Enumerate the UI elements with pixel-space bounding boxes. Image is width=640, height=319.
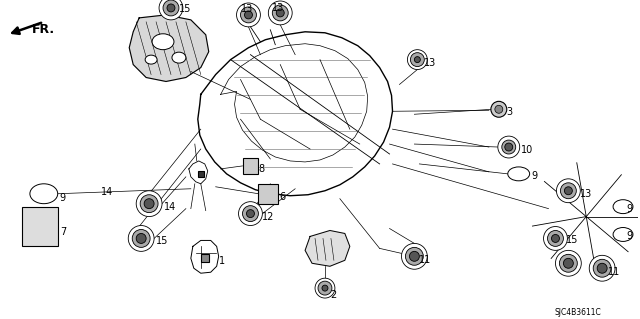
Circle shape (495, 105, 503, 113)
Text: 3: 3 (507, 107, 513, 117)
FancyBboxPatch shape (259, 184, 278, 204)
Circle shape (410, 251, 419, 261)
Circle shape (559, 254, 577, 272)
Circle shape (505, 143, 513, 151)
Text: 7: 7 (60, 226, 66, 236)
Circle shape (272, 5, 288, 21)
FancyBboxPatch shape (201, 254, 209, 262)
Ellipse shape (30, 184, 58, 204)
Text: 15: 15 (179, 4, 191, 14)
Circle shape (276, 9, 284, 17)
Circle shape (246, 210, 255, 218)
Circle shape (244, 11, 252, 19)
Text: 11: 11 (608, 267, 620, 277)
Circle shape (322, 285, 328, 291)
Circle shape (268, 1, 292, 25)
Text: 15: 15 (156, 236, 168, 247)
Ellipse shape (613, 227, 633, 241)
Circle shape (597, 263, 607, 273)
Text: 2: 2 (330, 290, 336, 300)
Polygon shape (129, 15, 209, 81)
Circle shape (243, 206, 259, 222)
Text: 13: 13 (272, 3, 285, 13)
Circle shape (556, 250, 581, 276)
FancyBboxPatch shape (198, 171, 204, 177)
Text: FR.: FR. (32, 23, 55, 36)
Circle shape (239, 202, 262, 226)
Circle shape (132, 229, 150, 247)
Text: 13: 13 (424, 58, 436, 68)
Text: 9: 9 (626, 204, 632, 214)
Circle shape (241, 7, 257, 23)
Circle shape (159, 0, 183, 20)
Text: 14: 14 (101, 187, 114, 197)
Text: 13: 13 (580, 189, 593, 199)
Circle shape (564, 187, 572, 195)
Text: SJC4B3611C: SJC4B3611C (554, 308, 601, 317)
Circle shape (140, 195, 158, 212)
Text: 14: 14 (164, 202, 176, 212)
Text: 9: 9 (60, 193, 66, 203)
Circle shape (410, 53, 424, 67)
Circle shape (315, 278, 335, 298)
Circle shape (318, 281, 332, 295)
Circle shape (543, 226, 568, 250)
FancyBboxPatch shape (22, 207, 58, 246)
Ellipse shape (508, 167, 530, 181)
Circle shape (128, 226, 154, 251)
Circle shape (136, 234, 146, 243)
Circle shape (498, 136, 520, 158)
Polygon shape (305, 231, 350, 266)
Ellipse shape (172, 52, 186, 63)
Circle shape (163, 0, 179, 16)
Circle shape (556, 179, 580, 203)
Circle shape (167, 4, 175, 12)
Circle shape (237, 3, 260, 27)
Text: 1: 1 (219, 256, 225, 266)
Text: 9: 9 (532, 171, 538, 181)
Ellipse shape (613, 200, 633, 214)
Text: 8: 8 (259, 164, 264, 174)
Text: 12: 12 (262, 211, 275, 222)
Circle shape (593, 259, 611, 277)
Text: 13: 13 (241, 4, 253, 14)
Text: 10: 10 (521, 145, 533, 155)
Circle shape (414, 57, 420, 63)
Circle shape (552, 234, 559, 242)
Ellipse shape (145, 55, 157, 64)
Circle shape (491, 101, 507, 117)
Circle shape (406, 247, 423, 265)
FancyBboxPatch shape (243, 158, 259, 174)
Circle shape (563, 258, 573, 268)
Text: 9: 9 (626, 232, 632, 241)
Circle shape (136, 191, 162, 217)
Circle shape (561, 183, 577, 199)
Circle shape (401, 243, 428, 269)
Ellipse shape (152, 34, 174, 50)
Text: 15: 15 (566, 235, 579, 245)
Text: 11: 11 (419, 255, 431, 265)
Circle shape (144, 199, 154, 209)
Circle shape (408, 50, 428, 70)
Circle shape (589, 255, 615, 281)
Text: 6: 6 (279, 192, 285, 202)
Circle shape (547, 231, 563, 246)
Circle shape (502, 140, 516, 154)
